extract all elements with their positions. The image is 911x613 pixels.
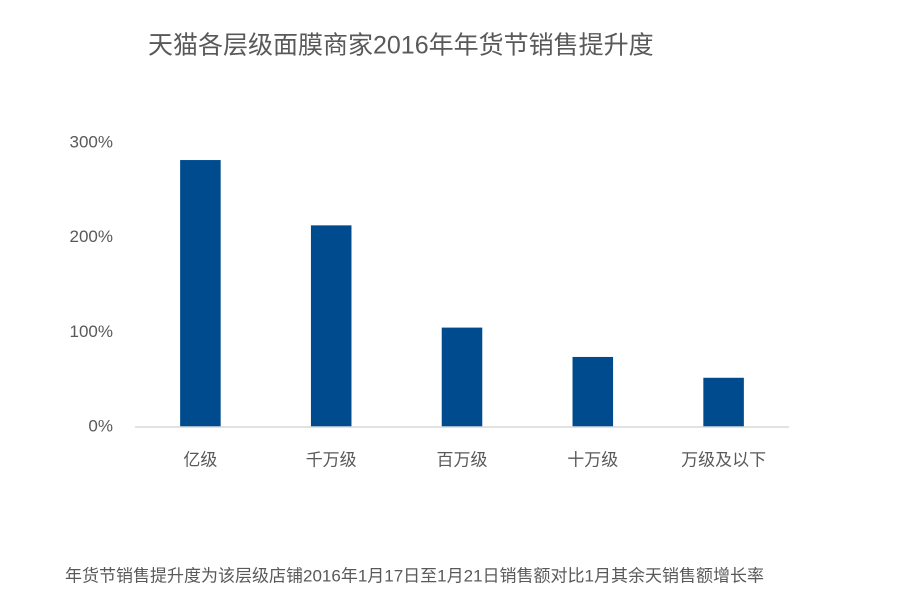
y-tick-label: 300%	[70, 132, 113, 151]
y-tick-label: 200%	[70, 227, 113, 246]
bar	[441, 327, 483, 427]
x-tick-label: 百万级	[437, 450, 488, 469]
y-tick-label: 100%	[70, 322, 113, 341]
x-tick-label: 千万级	[306, 450, 357, 469]
bar	[310, 225, 352, 427]
bar	[703, 377, 744, 427]
bar	[180, 160, 221, 428]
bar	[572, 356, 614, 427]
x-tick-label: 万级及以下	[681, 450, 766, 469]
chart-title: 天猫各层级面膜商家2016年年货节销售提升度	[148, 32, 654, 60]
x-tick-label: 亿级	[183, 450, 217, 469]
y-tick-label: 0%	[88, 416, 113, 435]
x-tick-label: 十万级	[567, 450, 618, 469]
footnote: 年货节销售提升度为该层级店铺2016年1月17日至1月21日销售额对比1月其余天…	[65, 566, 764, 585]
